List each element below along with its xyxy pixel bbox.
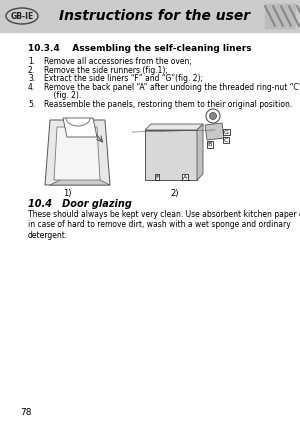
Text: These should always be kept very clean. Use absorbent kitchen paper or,
in case : These should always be kept very clean. … (28, 210, 300, 240)
Bar (265, 4, 295, 28)
Text: 78: 78 (20, 408, 32, 417)
Circle shape (209, 113, 217, 119)
Bar (0, 0, 300, 32)
Text: A: A (183, 175, 187, 179)
Polygon shape (145, 124, 203, 130)
Text: C: C (224, 138, 228, 142)
Text: 3.: 3. (28, 74, 35, 83)
Text: 2): 2) (170, 189, 178, 198)
Text: 1): 1) (63, 189, 71, 198)
Polygon shape (50, 170, 110, 185)
Text: 4.: 4. (28, 82, 35, 91)
Text: Remove the side runners (fig.1);: Remove the side runners (fig.1); (44, 65, 168, 74)
Text: Remove all accessories from the oven;: Remove all accessories from the oven; (44, 57, 192, 66)
Text: Reassemble the panels, restoring them to their original position.: Reassemble the panels, restoring them to… (44, 99, 292, 108)
Polygon shape (63, 118, 97, 137)
Text: 10.3.4    Assembling the self-cleaning liners: 10.3.4 Assembling the self-cleaning line… (28, 44, 252, 53)
Text: Extract the side liners “F” and “G”(fig. 2);: Extract the side liners “F” and “G”(fig.… (44, 74, 203, 83)
Text: 2.: 2. (28, 65, 35, 74)
Polygon shape (205, 123, 224, 140)
Polygon shape (145, 130, 197, 180)
Text: B: B (208, 142, 212, 147)
Polygon shape (197, 124, 203, 180)
Text: F: F (155, 175, 159, 179)
Text: Remove the back panel “A” after undoing the threaded ring-nut “C”: Remove the back panel “A” after undoing … (44, 82, 300, 91)
Text: (fig. 2).: (fig. 2). (44, 91, 81, 100)
Polygon shape (54, 127, 100, 180)
Text: 5.: 5. (28, 99, 35, 108)
Polygon shape (45, 120, 110, 185)
Text: GB-IE: GB-IE (11, 11, 34, 20)
Text: Instructions for the user: Instructions for the user (59, 9, 250, 23)
Text: G: G (224, 130, 229, 134)
Text: 10.4   Door glazing: 10.4 Door glazing (28, 199, 132, 209)
Text: 1.: 1. (28, 57, 35, 66)
